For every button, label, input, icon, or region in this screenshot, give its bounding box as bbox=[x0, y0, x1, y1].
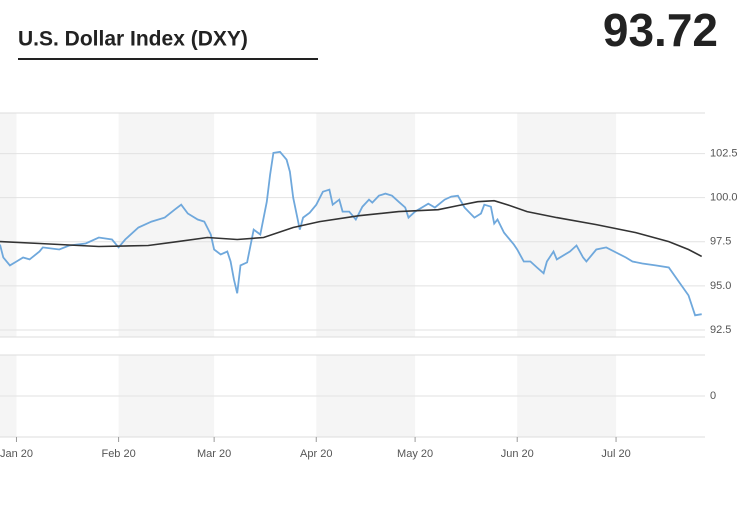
x-tick-label: Apr 20 bbox=[300, 448, 332, 460]
y-tick-label: 100.0 bbox=[710, 192, 738, 204]
month-band bbox=[0, 113, 17, 337]
y-tick-label: 92.5 bbox=[710, 324, 731, 336]
y-tick-label: 102.5 bbox=[710, 147, 738, 159]
x-tick-label: Mar 20 bbox=[197, 448, 231, 460]
backgrounds bbox=[0, 112, 705, 438]
x-tick-label: Feb 20 bbox=[101, 448, 135, 460]
series-line bbox=[0, 150, 702, 317]
x-tick-label: Jul 20 bbox=[601, 448, 630, 460]
x-tick-label: Jun 20 bbox=[501, 448, 534, 460]
current-value: 93.72 bbox=[603, 4, 718, 56]
y-tick-label: 0 bbox=[710, 390, 716, 402]
y-tick-label: 97.5 bbox=[710, 236, 731, 248]
x-tick-label: May 20 bbox=[397, 448, 433, 460]
x-tick-label: Jan 20 bbox=[0, 448, 33, 460]
y-tick-label: 95.0 bbox=[710, 280, 731, 292]
page-title: U.S. Dollar Index (DXY) bbox=[18, 28, 248, 51]
month-band bbox=[316, 113, 416, 337]
series-line bbox=[0, 199, 703, 258]
month-band bbox=[118, 113, 215, 337]
